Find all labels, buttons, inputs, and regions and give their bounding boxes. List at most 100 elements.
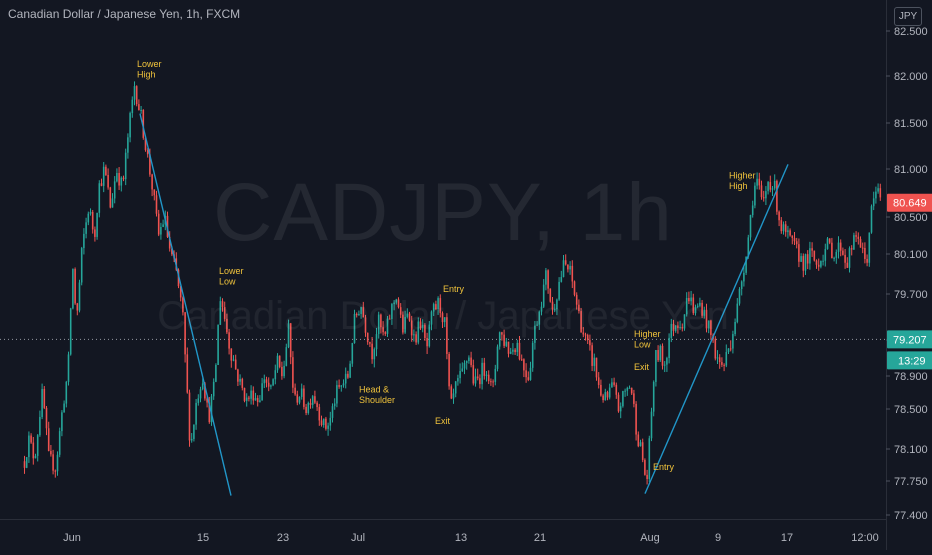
candle-body (527, 377, 530, 380)
candle-body (28, 435, 30, 458)
time-tick-label: 9 (715, 532, 721, 544)
candle-body (380, 314, 382, 328)
price-tick-label: 79.700 (894, 289, 928, 301)
price-axis[interactable]: 82.500 82.000 81.500 81.000 80.500 80.100 79.7… (886, 0, 932, 550)
candle-body (193, 424, 195, 439)
price-tick-label: 80.100 (894, 249, 928, 261)
currency-button[interactable]: JPY (894, 7, 922, 26)
candle-body (232, 359, 235, 361)
candle-body (120, 177, 123, 186)
candle-body (131, 99, 134, 114)
candle-body (89, 211, 92, 214)
candle-body (485, 374, 488, 376)
candle-body (116, 173, 118, 182)
candle-body (333, 403, 336, 407)
candle-body (439, 298, 442, 314)
trendline-layer[interactable] (139, 113, 789, 496)
candle-body (80, 248, 83, 283)
candle-body (540, 306, 543, 312)
candle-body (518, 342, 521, 360)
candle-body (430, 311, 433, 325)
price-tick-label: 78.100 (894, 444, 928, 456)
trendline-2[interactable] (644, 164, 789, 494)
candle-body (432, 304, 435, 312)
trendline-1[interactable] (139, 113, 232, 496)
candle-body (347, 373, 349, 378)
candle-body (364, 317, 367, 333)
candle-body (32, 442, 35, 459)
candle-body (745, 256, 747, 273)
candle-body (410, 320, 413, 336)
candle-body (875, 191, 877, 199)
candle-body (54, 470, 57, 472)
candle-body (826, 238, 829, 250)
candle-body (406, 313, 409, 317)
candle-body (450, 386, 453, 399)
candle-body (593, 357, 596, 366)
candle-body (848, 248, 851, 268)
candle-body (498, 332, 501, 347)
candle-body (140, 109, 142, 111)
candle-body (248, 397, 250, 399)
candle-body (822, 260, 824, 262)
candle-body (575, 294, 578, 305)
candle-body (525, 370, 527, 378)
time-axis[interactable]: Jun 15 23 Jul 13 21 Aug 9 17 12:00 (0, 519, 886, 545)
candle-body (859, 238, 862, 248)
candle-body (289, 323, 292, 358)
candle-body (336, 385, 338, 404)
candle-body (435, 304, 437, 310)
countdown-badge (887, 351, 932, 370)
candle-body (212, 381, 215, 397)
annotation-label: Higher High (729, 171, 756, 192)
candle-body (36, 435, 39, 456)
candle-body (696, 305, 699, 308)
candle-body (600, 384, 602, 396)
candle-body (351, 343, 354, 364)
candle-body (547, 270, 549, 289)
candle-body (639, 442, 642, 447)
candle-body (615, 384, 618, 395)
price-tick-label: 80.500 (894, 212, 928, 224)
candle-body (448, 353, 450, 387)
candle-body (78, 282, 81, 311)
candle-body (384, 332, 387, 334)
candle-body (237, 369, 239, 382)
candle-body (437, 298, 439, 310)
candle-body (76, 303, 79, 311)
candle-body (153, 189, 156, 196)
candle-body (564, 260, 567, 265)
candle-body (404, 316, 406, 333)
candle-body (305, 406, 307, 413)
candle-body (778, 211, 780, 221)
candle-body (397, 299, 400, 308)
candle-body (85, 222, 87, 234)
candle-body (578, 304, 580, 312)
candle-body (492, 381, 494, 383)
candle-body (624, 390, 626, 392)
candle-body (663, 364, 666, 366)
candle-body (529, 367, 532, 380)
candle-body (94, 229, 96, 237)
candle-body (685, 297, 688, 315)
candle-body (683, 314, 686, 329)
candle-body (514, 349, 516, 353)
candle-body (215, 364, 217, 382)
candle-body (648, 438, 651, 479)
candle-body (303, 388, 305, 407)
price-tick-label: 81.500 (894, 118, 928, 130)
candle-body (184, 312, 186, 355)
candle-body (98, 183, 101, 213)
candle-body (824, 249, 827, 261)
candle-body (531, 342, 534, 368)
candle-body (650, 411, 653, 439)
candle-body (239, 378, 241, 382)
candle-body (353, 313, 356, 344)
candle-body (567, 264, 569, 270)
candle-body (503, 334, 505, 346)
candle-body (501, 332, 503, 335)
candle-body (56, 454, 59, 472)
candle-body (751, 205, 754, 216)
